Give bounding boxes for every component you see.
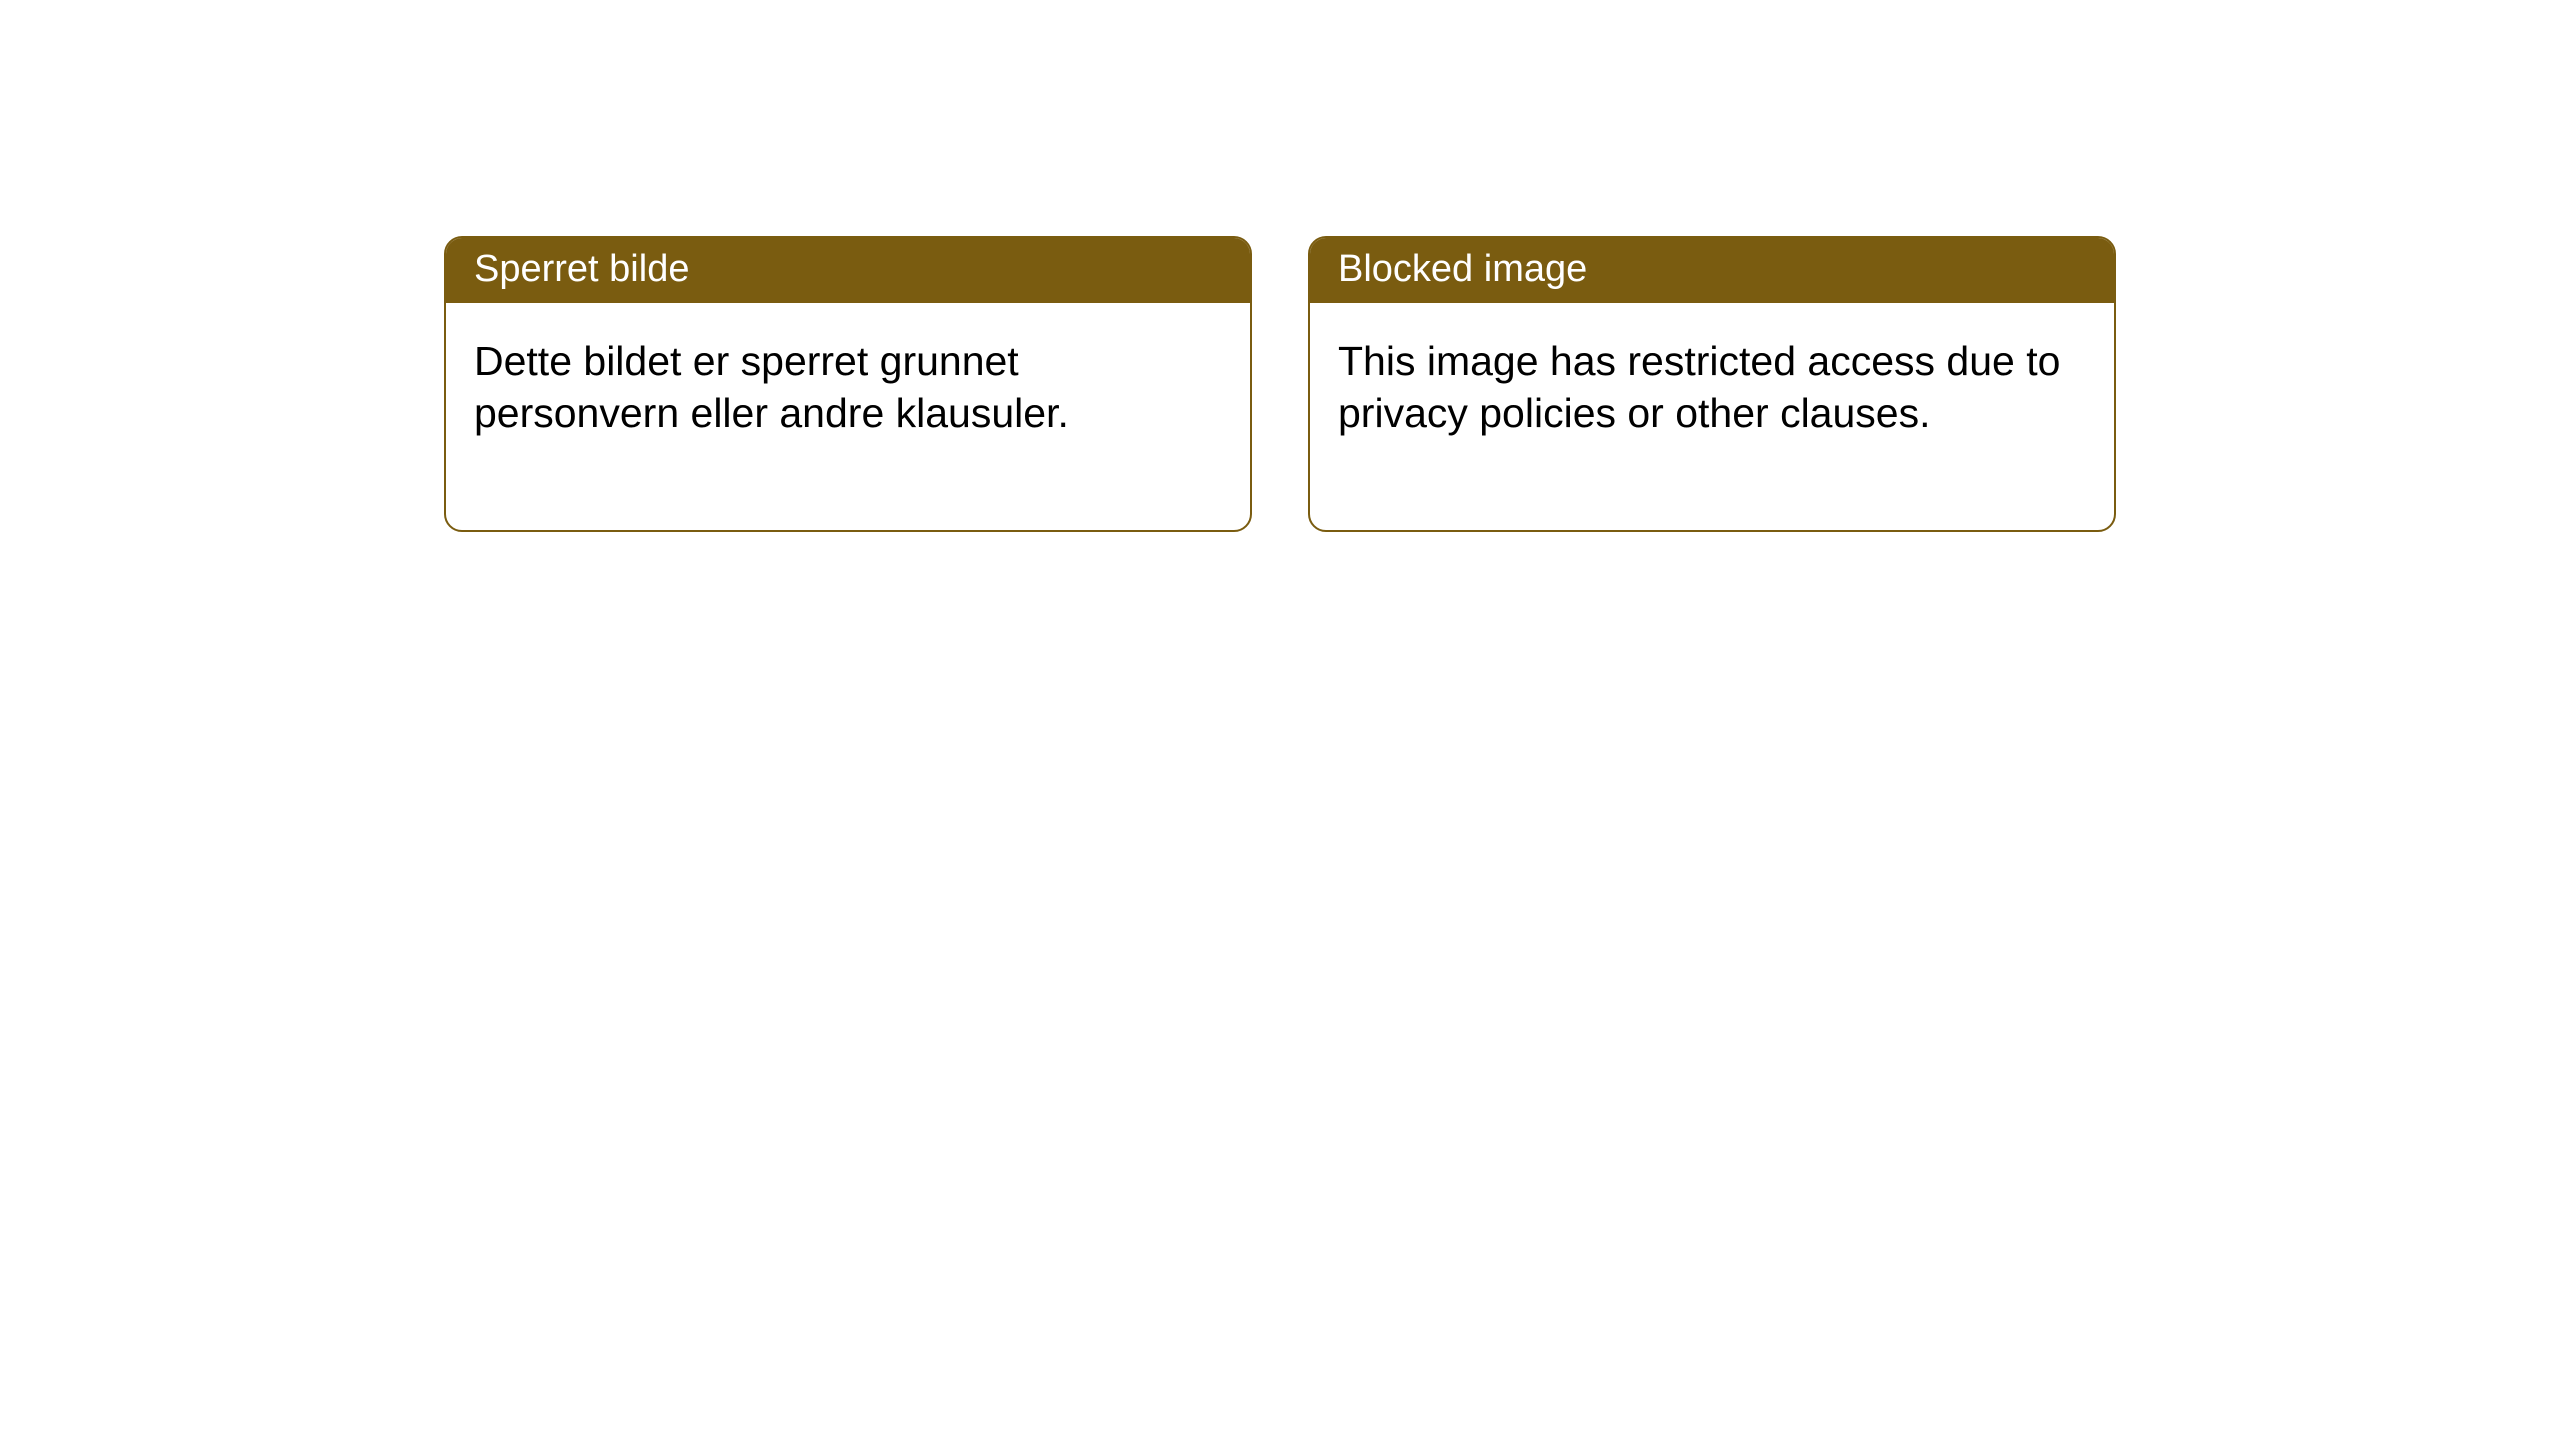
notice-header-english: Blocked image (1310, 238, 2114, 303)
notice-container: Sperret bilde Dette bildet er sperret gr… (0, 0, 2560, 532)
notice-box-english: Blocked image This image has restricted … (1308, 236, 2116, 532)
notice-body-norwegian: Dette bildet er sperret grunnet personve… (446, 303, 1250, 530)
notice-header-norwegian: Sperret bilde (446, 238, 1250, 303)
notice-box-norwegian: Sperret bilde Dette bildet er sperret gr… (444, 236, 1252, 532)
notice-body-english: This image has restricted access due to … (1310, 303, 2114, 530)
